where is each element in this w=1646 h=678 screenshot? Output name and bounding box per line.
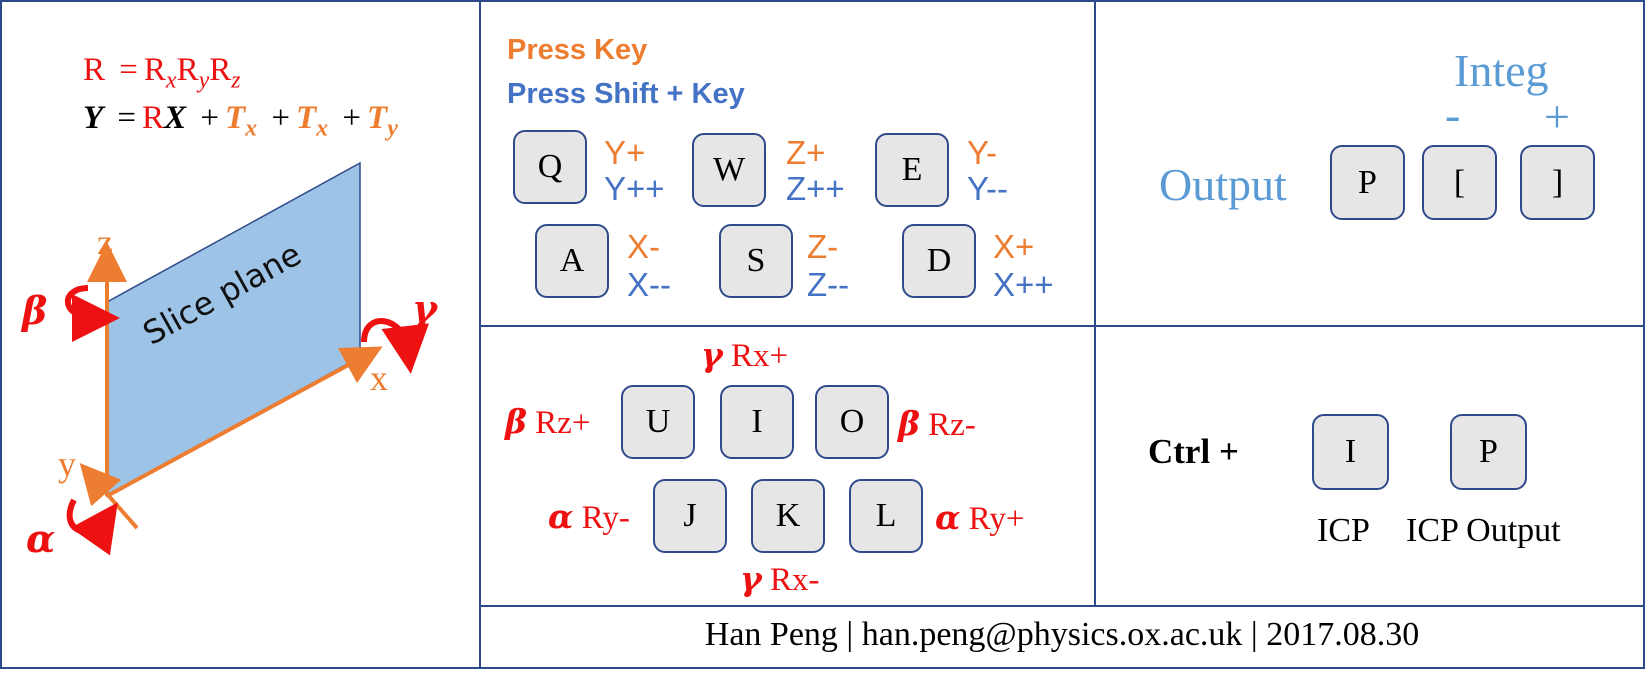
press-key-label: Press Key bbox=[507, 34, 648, 66]
gamma-label: γ bbox=[412, 286, 438, 331]
footer-panel bbox=[479, 605, 1645, 669]
key-a-label: X- bbox=[627, 228, 660, 265]
key-q-shift-label: Y++ bbox=[604, 170, 665, 207]
footer-credit: Han Peng | han.peng@physics.ox.ac.uk | 2… bbox=[704, 616, 1420, 653]
z-axis-label: z bbox=[97, 222, 113, 262]
rotate-label-rz-minus: β Rz- bbox=[898, 404, 976, 443]
key-a-shift-label: X-- bbox=[627, 266, 671, 303]
key-a[interactable]: A bbox=[535, 224, 609, 298]
x-axis bbox=[106, 346, 383, 498]
ctrl-modifier-label: Ctrl + bbox=[1148, 432, 1239, 471]
x-axis-label: x bbox=[370, 358, 388, 398]
formula-line-1: R = RxRyRz bbox=[83, 52, 241, 94]
y-axis-label: y bbox=[58, 444, 76, 484]
icp-caption: ICP bbox=[1317, 512, 1370, 549]
press-shift-key-label: Press Shift + Key bbox=[507, 78, 745, 110]
rotate-label-rz-plus: β Rz+ bbox=[505, 402, 591, 441]
key-right-bracket[interactable]: ] bbox=[1520, 145, 1595, 220]
key-s[interactable]: S bbox=[719, 224, 793, 298]
key-left-bracket[interactable]: [ bbox=[1422, 145, 1497, 220]
beta-label: β bbox=[22, 288, 48, 333]
key-ctrl-i[interactable]: I bbox=[1312, 414, 1389, 490]
rotate-label-rx-plus: γ Rx+ bbox=[701, 335, 789, 374]
beta-rotation-arrow bbox=[65, 285, 120, 342]
key-i[interactable]: I bbox=[720, 385, 794, 459]
integ-label: Integ bbox=[1454, 45, 1549, 96]
key-q[interactable]: Q bbox=[513, 130, 587, 204]
alpha-rotation-arrow bbox=[66, 498, 118, 556]
key-e[interactable]: E bbox=[875, 133, 949, 207]
key-q-label: Y+ bbox=[604, 134, 646, 171]
slice-plane-diagram bbox=[65, 161, 430, 556]
key-o[interactable]: O bbox=[815, 385, 889, 459]
key-w-shift-label: Z++ bbox=[786, 170, 845, 207]
icp-output-caption: ICP Output bbox=[1406, 512, 1561, 549]
integ-minus-label: - bbox=[1445, 89, 1461, 140]
formula-line-2: Y = RX + Tx + Tx + Ty bbox=[83, 100, 398, 142]
key-ctrl-p[interactable]: P bbox=[1450, 414, 1527, 490]
rotate-label-ry-minus: α Ry- bbox=[548, 497, 630, 536]
key-k[interactable]: K bbox=[751, 479, 825, 553]
key-w-label: Z+ bbox=[786, 134, 826, 171]
key-s-shift-label: Z-- bbox=[807, 266, 850, 303]
key-p-output[interactable]: P bbox=[1330, 145, 1405, 220]
alpha-label: α bbox=[26, 516, 56, 561]
integ-plus-label: + bbox=[1544, 91, 1570, 142]
key-d[interactable]: D bbox=[902, 224, 976, 298]
key-s-label: Z- bbox=[807, 228, 839, 265]
key-w[interactable]: W bbox=[692, 133, 766, 207]
key-l[interactable]: L bbox=[849, 479, 923, 553]
key-j[interactable]: J bbox=[653, 479, 727, 553]
key-d-label: X+ bbox=[993, 228, 1035, 265]
key-e-label: Y- bbox=[967, 134, 997, 171]
key-u[interactable]: U bbox=[621, 385, 695, 459]
gamma-rotation-arrow bbox=[361, 318, 430, 374]
rotate-label-rx-minus: γ Rx- bbox=[740, 559, 820, 598]
key-e-shift-label: Y-- bbox=[967, 170, 1008, 207]
output-label: Output bbox=[1159, 159, 1287, 210]
rotate-label-ry-plus: α Ry+ bbox=[935, 498, 1025, 537]
key-d-shift-label: X++ bbox=[993, 266, 1054, 303]
